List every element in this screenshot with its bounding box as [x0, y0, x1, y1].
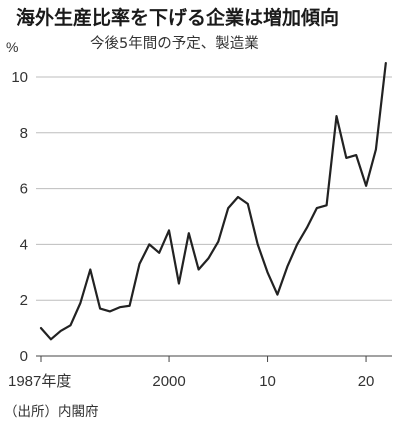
y-tick-label: 4 — [20, 236, 28, 253]
y-tick-label: 2 — [20, 292, 28, 309]
series-line — [39, 62, 387, 341]
x-tick-label: 20 — [358, 373, 375, 390]
x-tick-labels: 1987年度 2000 10 20 — [8, 373, 374, 390]
y-tick-labels: 0 2 4 6 8 10 — [11, 69, 28, 365]
x-tick-label: 2000 — [152, 373, 185, 390]
y-tick-label: 10 — [11, 69, 28, 86]
gridlines — [36, 76, 392, 357]
x-tick-label: 10 — [259, 373, 276, 390]
chart-title: 海外生産比率を下げる企業は増加傾向 — [16, 6, 339, 29]
y-tick-label: 0 — [20, 348, 28, 365]
y-tick-label: 6 — [20, 181, 28, 198]
x-ticks — [40, 356, 367, 362]
source-note: （出所）内閣府 — [4, 404, 99, 420]
chart-subtitle: 今後5年間の予定、製造業 — [90, 35, 259, 52]
y-tick-label: 8 — [20, 125, 28, 142]
y-axis-unit: % — [6, 39, 18, 55]
x-tick-label: 1987年度 — [8, 373, 71, 390]
